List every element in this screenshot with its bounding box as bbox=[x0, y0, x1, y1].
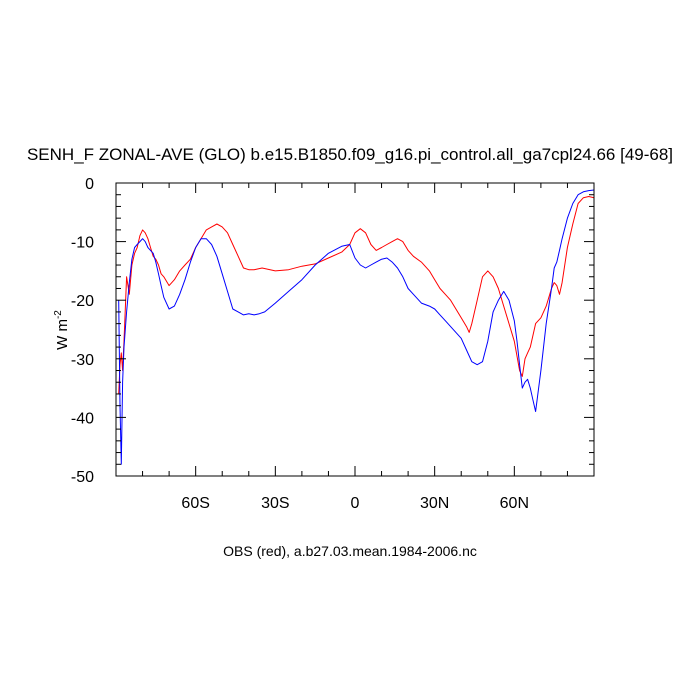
y-axis-label: W m-2 bbox=[53, 310, 71, 350]
y-tick-label: -40 bbox=[71, 410, 94, 427]
plot-area: 60S 30S 0 30N 60N 0 -10 -20 -30 -40 -50 bbox=[71, 176, 595, 512]
series-line-2 bbox=[118, 189, 595, 465]
x-tick-label: 30N bbox=[420, 495, 449, 512]
x-tick-label: 0 bbox=[351, 495, 360, 512]
y-axis-label-text: W m bbox=[54, 319, 71, 350]
x-axis-ticks: 60S 30S 0 30N 60N bbox=[142, 183, 568, 512]
y-tick-label: -50 bbox=[71, 469, 94, 486]
series-lines bbox=[118, 189, 595, 465]
x-axis-label: OBS (red), a.b27.03.mean.1984-2006.nc bbox=[223, 543, 477, 559]
y-tick-label: -20 bbox=[71, 293, 94, 310]
series-line-1 bbox=[118, 196, 595, 395]
plot-frame bbox=[115, 182, 595, 477]
x-tick-label: 60N bbox=[500, 495, 529, 512]
y-tick-label: -10 bbox=[71, 235, 94, 252]
x-tick-label: 30S bbox=[261, 495, 289, 512]
y-axis-ticks: 0 -10 -20 -30 -40 -50 bbox=[71, 176, 594, 486]
y-tick-label: -30 bbox=[71, 352, 94, 369]
y-tick-label: 0 bbox=[85, 176, 94, 193]
x-tick-label: 60S bbox=[181, 495, 209, 512]
chart-title: SENH_F ZONAL-AVE (GLO) b.e15.B1850.f09_g… bbox=[27, 145, 673, 164]
y-axis-label-exponent: -2 bbox=[53, 310, 64, 319]
